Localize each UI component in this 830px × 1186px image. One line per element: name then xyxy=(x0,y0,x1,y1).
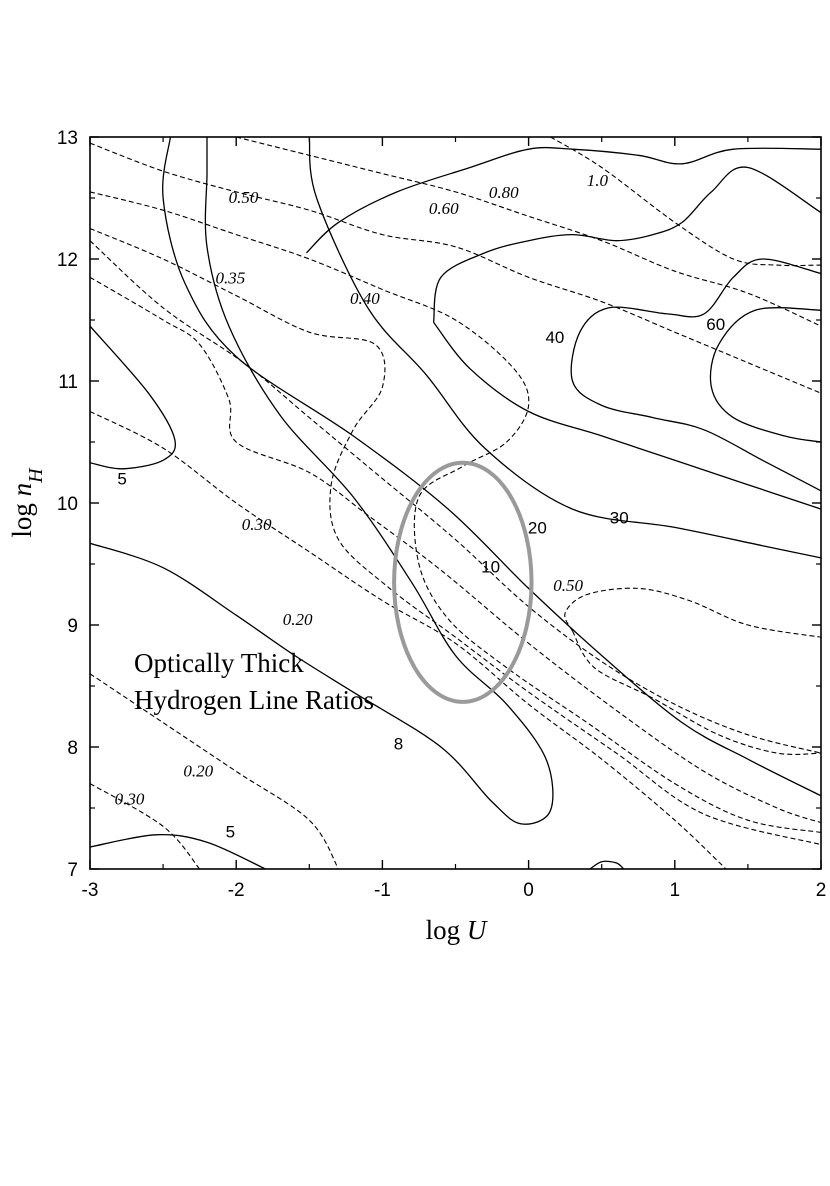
y-tick-label: 12 xyxy=(57,250,78,271)
x-tick-label: 2 xyxy=(816,880,827,901)
y-tick-label: 10 xyxy=(57,494,78,515)
dashed-contour-0.30 xyxy=(90,411,727,869)
highlight-ellipse-layer xyxy=(392,460,534,704)
contour-labels: 5 5 8 10 20 30 40 60 0.50 0.35 0.40 0.60 0.80 1.0 0.30… xyxy=(115,171,726,841)
dashed-contour-0.50 xyxy=(90,240,821,754)
solid-contour-label: 8 xyxy=(394,734,403,753)
y-tick-label: 11 xyxy=(58,372,78,393)
dashed-contour-label: 0.30 xyxy=(115,789,145,808)
solid-contour-60 xyxy=(709,307,821,443)
solid-contour-label: 5 xyxy=(226,822,235,841)
dashed-contour-0.35 xyxy=(90,276,821,824)
dashed-contour-label: 0.20 xyxy=(183,761,213,780)
x-tick-label: -1 xyxy=(374,880,391,901)
solid-contour-30 xyxy=(432,166,821,323)
y-tick-label: 8 xyxy=(67,738,78,759)
solid-contour-20 xyxy=(308,137,821,559)
y-axis-label: log nH xyxy=(7,467,47,538)
y-tick-label: 13 xyxy=(57,128,78,149)
dashed-contour-label: 0.20 xyxy=(283,610,313,629)
dashed-contour-0.50 xyxy=(564,587,821,638)
contour-lines xyxy=(90,137,821,869)
solid-contour-label: 5 xyxy=(117,470,126,489)
y-tick-label: 9 xyxy=(67,616,78,637)
solid-contour-40 xyxy=(570,258,821,492)
dashed-contour-label: 0.40 xyxy=(350,289,380,308)
x-tick-label: 1 xyxy=(670,880,681,901)
annotation-line-1: Optically Thick xyxy=(134,648,304,678)
dashed-contour-label: 0.60 xyxy=(429,199,459,218)
dashed-contour-0.80 xyxy=(236,137,821,327)
solid-contour-label: 20 xyxy=(528,519,547,538)
solid-contour-5 xyxy=(90,325,176,470)
annotation-line-2: Hydrogen Line Ratios xyxy=(134,685,374,715)
solid-contour-30 xyxy=(433,321,821,510)
y-tick-label: 7 xyxy=(67,860,78,881)
solid-contour-8 xyxy=(90,137,554,825)
dashed-contour-label: 1.0 xyxy=(587,171,609,190)
dashed-contour-label: 0.80 xyxy=(489,183,519,202)
solid-contour-label: 10 xyxy=(481,558,500,577)
solid-contour-10 xyxy=(162,137,821,797)
dashed-contour-label: 0.30 xyxy=(242,515,272,534)
dashed-contour-0.20 xyxy=(90,673,339,869)
dashed-contour-0.60 xyxy=(90,191,821,833)
x-tick-label: -2 xyxy=(228,880,245,901)
highlight-ellipse xyxy=(392,460,534,704)
x-tick-label: 0 xyxy=(523,880,534,901)
dashed-contour-label: 0.35 xyxy=(215,268,245,287)
solid-contour-20 xyxy=(305,146,821,254)
dashed-contour-0.50 xyxy=(572,630,821,755)
solid-contour-5 xyxy=(90,834,266,869)
solid-contour-unlabeled xyxy=(589,860,625,869)
dashed-contour-1.0 xyxy=(550,137,821,267)
solid-contour-label: 40 xyxy=(545,328,564,347)
dashed-contour-label: 0.50 xyxy=(553,576,583,595)
dashed-contour-0.30 xyxy=(90,783,201,869)
dashed-contour-label: 0.50 xyxy=(229,188,259,207)
x-tick-label: -3 xyxy=(82,880,99,901)
dashed-contour-0.40 xyxy=(90,227,821,846)
dashed-contour-0.80 xyxy=(90,142,821,394)
x-axis-label: log U xyxy=(426,915,488,945)
solid-contour-label: 60 xyxy=(706,315,725,334)
solid-contour-label: 30 xyxy=(610,509,629,528)
